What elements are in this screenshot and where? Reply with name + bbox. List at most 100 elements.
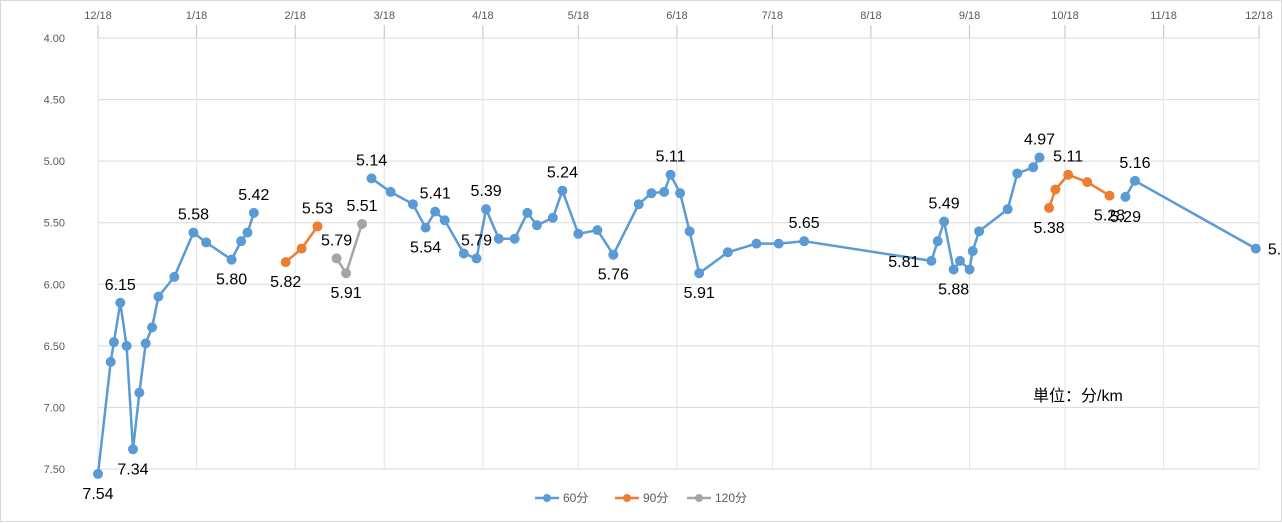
data-point — [557, 185, 568, 196]
data-point — [1120, 191, 1131, 202]
data-label: 5.65 — [789, 215, 820, 232]
data-point — [633, 199, 644, 210]
data-point — [481, 204, 492, 215]
x-tick-label: 6/18 — [666, 10, 687, 22]
data-label: 5.82 — [270, 274, 301, 291]
data-point — [407, 199, 418, 210]
data-point — [522, 207, 533, 218]
x-axis-ticks: 12/18 1/18 2/18 3/18 4/18 5/18 6/18 7/18 8/18 9/1… — [84, 10, 1273, 38]
data-label: 5.39 — [470, 183, 501, 200]
data-point — [296, 243, 307, 254]
data-point — [675, 188, 686, 199]
unit-label: 単位：分/km — [1033, 387, 1123, 405]
legend-swatch-marker — [543, 494, 551, 502]
data-point — [108, 337, 119, 348]
data-point — [1063, 169, 1074, 180]
data-labels: 7.54 6.15 7.34 5.58 5.80 5.42 5.14 5.54 5.41 5.79… — [82, 131, 1282, 502]
series-line — [370, 156, 1041, 275]
data-point — [646, 188, 657, 199]
x-tick-label: 1/18 — [186, 10, 207, 22]
data-point — [147, 322, 158, 333]
x-tick-label: 9/18 — [959, 10, 980, 22]
data-point — [127, 444, 138, 455]
data-label: 5.11 — [656, 149, 686, 166]
data-point — [357, 218, 368, 229]
legend-label: 120分 — [715, 491, 747, 505]
data-label: 5.91 — [331, 285, 362, 302]
data-point — [134, 387, 145, 398]
data-point — [1012, 168, 1023, 179]
data-label: 5.53 — [302, 200, 333, 217]
data-point — [1104, 190, 1115, 201]
x-tick-label: 7/18 — [762, 10, 783, 22]
y-tick-label: 7.00 — [44, 402, 65, 414]
data-point — [1082, 177, 1093, 188]
data-point — [439, 215, 450, 226]
x-tick-label: 2/18 — [285, 10, 306, 22]
data-point — [331, 253, 342, 264]
data-label: 5.71 — [1268, 242, 1282, 259]
data-point — [722, 247, 733, 258]
x-tick-label: 8/18 — [860, 10, 881, 22]
data-point — [531, 220, 542, 231]
data-label: 7.54 — [82, 486, 113, 503]
series-line — [1124, 179, 1257, 250]
legend-item: 60分 — [535, 491, 588, 505]
data-point — [694, 268, 705, 279]
data-point — [799, 236, 810, 247]
data-point — [1034, 152, 1045, 163]
data-point — [1129, 175, 1140, 186]
data-point — [188, 227, 199, 238]
data-point — [773, 238, 784, 249]
data-point — [509, 233, 520, 244]
data-label: 5.51 — [346, 198, 377, 215]
data-point — [366, 173, 377, 184]
data-point — [592, 225, 603, 236]
data-point — [420, 222, 431, 233]
data-point — [93, 468, 103, 479]
data-label: 5.81 — [888, 254, 919, 271]
data-point — [169, 271, 180, 282]
data-label: 5.49 — [929, 195, 960, 212]
data-point — [932, 236, 943, 247]
data-point — [312, 221, 323, 232]
data-label: 5.14 — [356, 152, 387, 169]
data-point — [385, 186, 396, 197]
data-point — [964, 264, 975, 275]
x-tick-label: 4/18 — [472, 10, 493, 22]
x-tick-label: 12/18 — [84, 10, 112, 22]
data-label: 5.29 — [1110, 209, 1141, 226]
legend-item: 120分 — [687, 491, 747, 505]
data-label: 5.16 — [1119, 155, 1150, 172]
data-point — [115, 297, 126, 308]
data-point — [955, 255, 966, 266]
data-point — [140, 338, 151, 349]
data-label: 5.76 — [598, 267, 629, 284]
data-label: 4.97 — [1024, 131, 1055, 148]
data-label: 5.38 — [1033, 220, 1064, 237]
data-label: 5.24 — [547, 165, 578, 182]
x-tick-label: 3/18 — [374, 10, 395, 22]
data-point — [226, 254, 237, 265]
legend-item: 90分 — [615, 491, 668, 505]
series-line — [96, 212, 256, 475]
legend-label: 90分 — [643, 491, 668, 505]
data-point — [1028, 162, 1039, 173]
data-point — [948, 264, 959, 275]
data-label: 5.80 — [216, 272, 247, 289]
data-label: 5.88 — [938, 282, 969, 299]
x-tick-label: 10/18 — [1051, 10, 1079, 22]
data-label: 6.15 — [105, 277, 136, 294]
data-point — [493, 233, 504, 244]
data-label: 5.58 — [178, 207, 209, 224]
data-point — [974, 226, 985, 237]
data-label: 5.79 — [321, 232, 352, 249]
data-point — [1044, 202, 1055, 213]
data-label: 5.11 — [1053, 149, 1083, 166]
legend-swatch-marker — [695, 494, 703, 502]
data-point — [458, 248, 469, 259]
data-point — [471, 253, 482, 264]
legend-swatch-marker — [623, 494, 631, 502]
